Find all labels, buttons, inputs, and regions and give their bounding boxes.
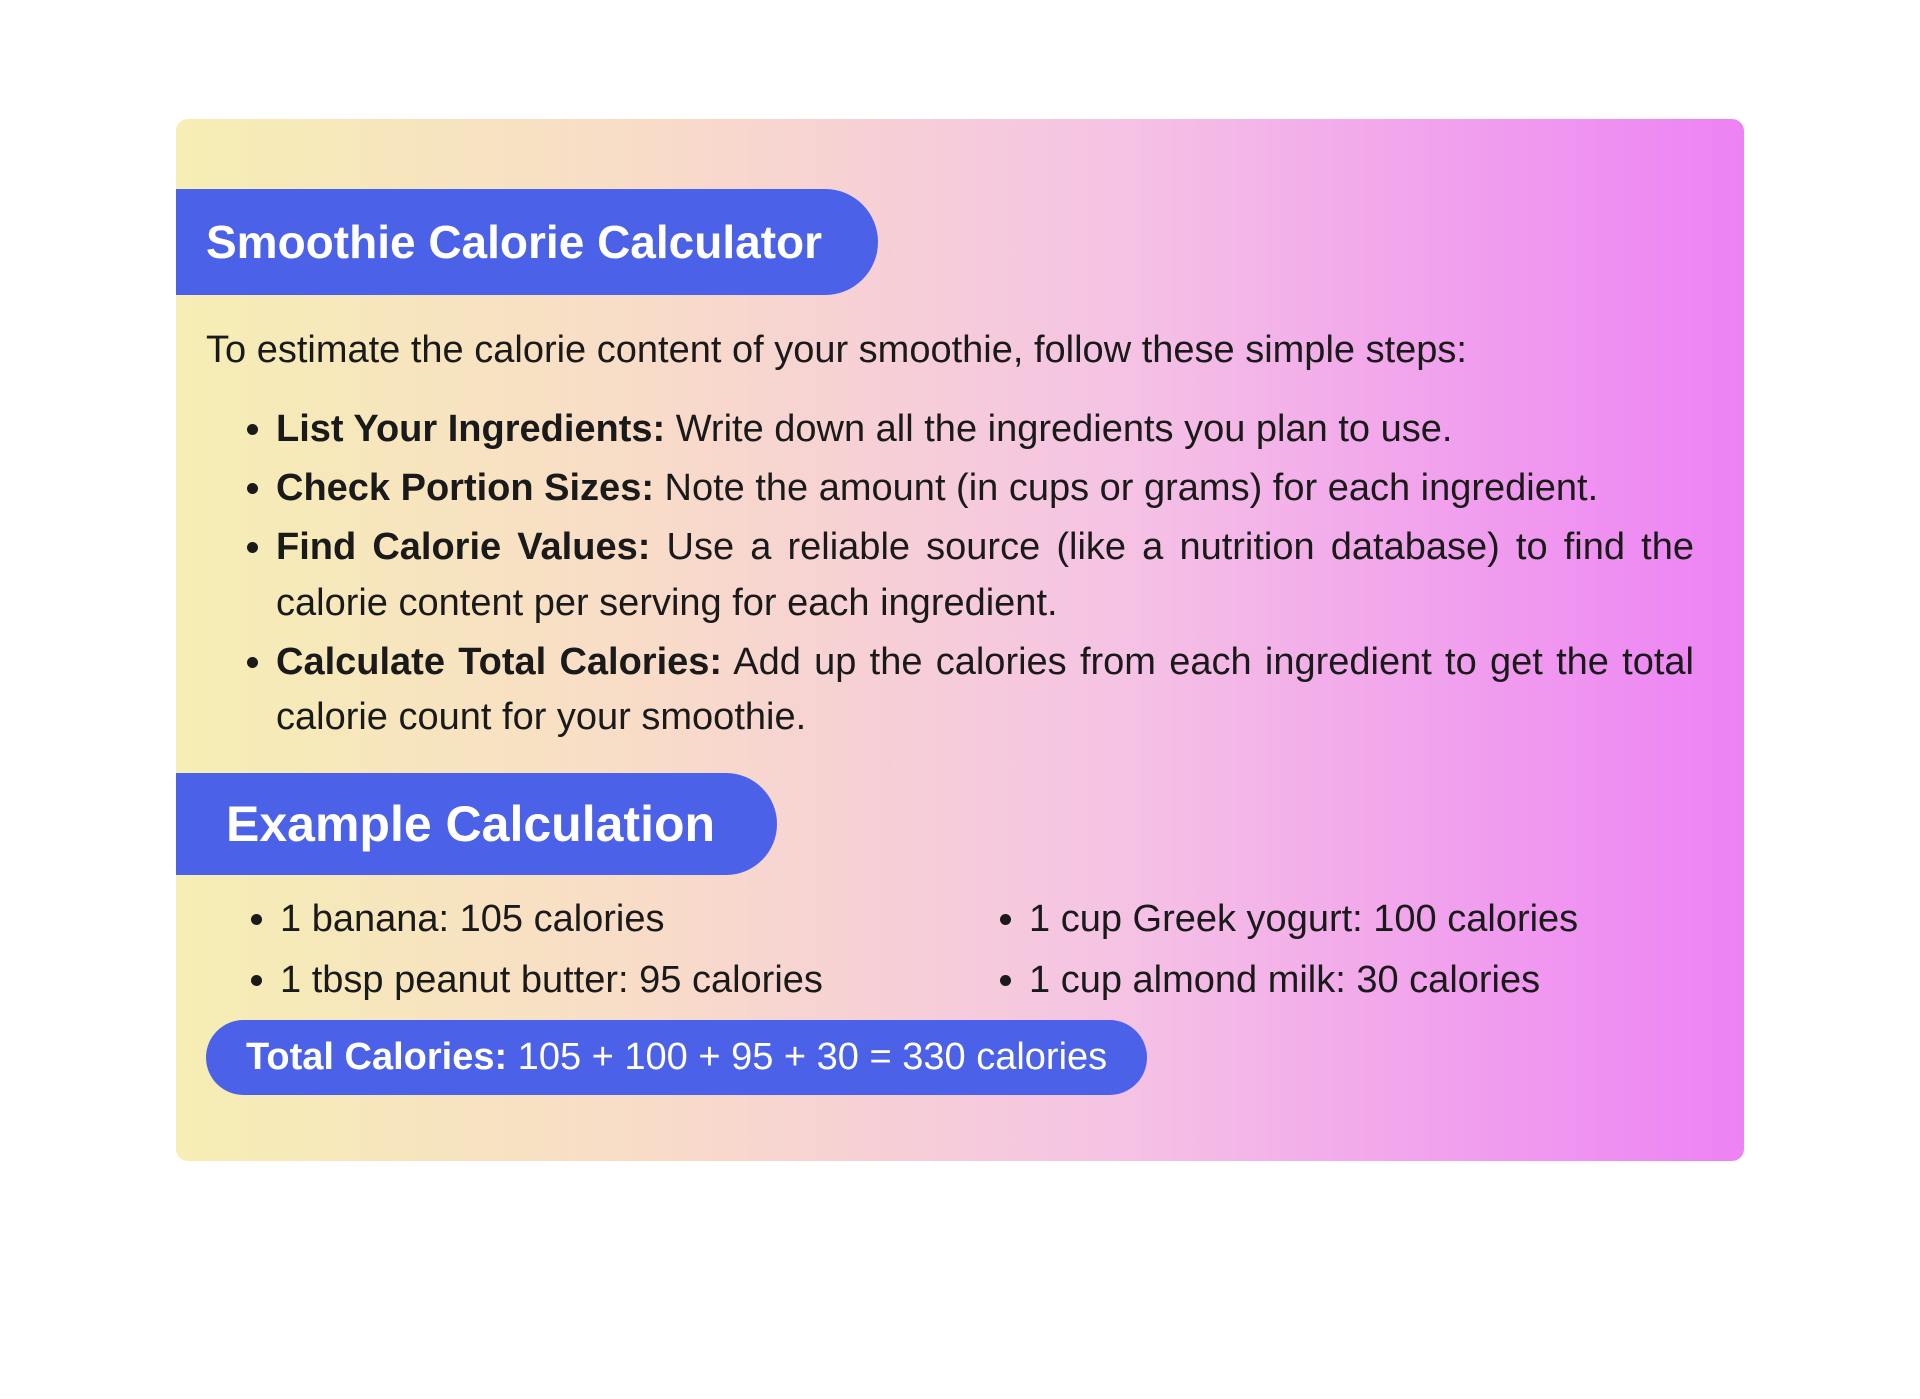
step-label: Find Calorie Values: — [276, 526, 650, 568]
example-title: Example Calculation — [226, 796, 715, 852]
example-columns: 1 banana: 105 calories 1 tbsp peanut but… — [176, 875, 1744, 1021]
list-item: Check Portion Sizes: Note the amount (in… — [276, 461, 1694, 516]
infographic-card: Smoothie Calorie Calculator To estimate … — [176, 119, 1744, 1161]
example-col-left: 1 banana: 105 calories 1 tbsp peanut but… — [236, 889, 945, 1011]
steps-list: List Your Ingredients: Write down all th… — [176, 402, 1744, 745]
example-title-pill: Example Calculation — [176, 773, 777, 875]
step-text: Note the amount (in cups or grams) for e… — [654, 467, 1598, 509]
list-item: 1 cup almond milk: 30 calories — [1029, 950, 1694, 1011]
step-label: Check Portion Sizes: — [276, 467, 654, 509]
list-item: List Your Ingredients: Write down all th… — [276, 402, 1694, 457]
list-item: Find Calorie Values: Use a reliable sour… — [276, 520, 1694, 630]
main-title-pill: Smoothie Calorie Calculator — [176, 189, 878, 295]
step-label: List Your Ingredients: — [276, 408, 665, 450]
list-item: 1 banana: 105 calories — [280, 889, 945, 950]
list-item: 1 tbsp peanut butter: 95 calories — [280, 950, 945, 1011]
example-col-right: 1 cup Greek yogurt: 100 calories 1 cup a… — [985, 889, 1694, 1011]
total-label: Total Calories: — [246, 1036, 507, 1078]
list-item: Calculate Total Calories: Add up the cal… — [276, 635, 1694, 745]
intro-text: To estimate the calorie content of your … — [176, 295, 1744, 402]
total-value: 105 + 100 + 95 + 30 = 330 calories — [507, 1036, 1107, 1078]
step-text: Write down all the ingredients you plan … — [665, 408, 1452, 450]
step-label: Calculate Total Calories: — [276, 641, 722, 683]
total-pill: Total Calories: 105 + 100 + 95 + 30 = 33… — [206, 1020, 1147, 1095]
main-title: Smoothie Calorie Calculator — [206, 216, 822, 268]
list-item: 1 cup Greek yogurt: 100 calories — [1029, 889, 1694, 950]
